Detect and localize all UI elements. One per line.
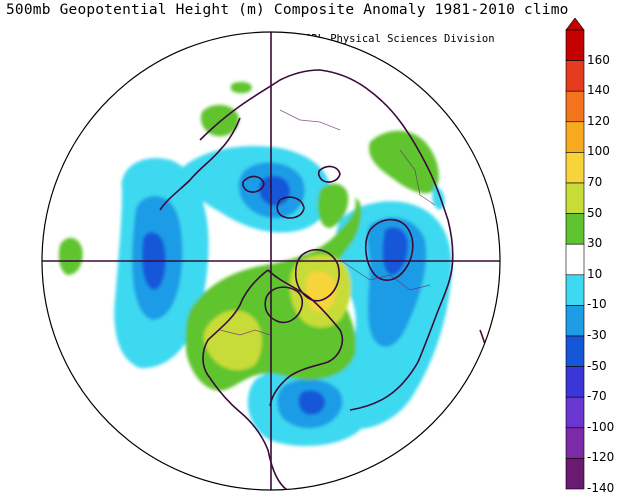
north-atlantic-blue-low xyxy=(247,364,372,446)
asia-coast xyxy=(199,69,449,221)
colorbar-swatch xyxy=(565,458,585,490)
colorbar-tick-label: 50 xyxy=(587,205,603,220)
colorbar-swatch xyxy=(565,305,585,337)
siberia-green-high xyxy=(317,130,445,228)
alaska-coast xyxy=(159,117,241,211)
north-america-coast xyxy=(202,269,344,490)
map-title: 500mb Geopotential Height (m) Composite … xyxy=(6,2,569,18)
colorbar-tick-label: 100 xyxy=(587,144,610,159)
colorbar-top-cap xyxy=(565,18,585,31)
polar-map xyxy=(41,31,501,491)
colorbar-swatch xyxy=(565,121,585,153)
colorbar-tick-label: -50 xyxy=(587,358,607,373)
colorbar-swatch xyxy=(565,60,585,92)
colorbar-swatch xyxy=(565,366,585,398)
scandinavia-blue-low xyxy=(331,201,452,429)
colorbar-swatch xyxy=(565,29,585,61)
alaska-blue-low xyxy=(114,158,209,369)
colorbar-tick-label: 160 xyxy=(587,52,610,67)
colorbar-tick-label: 30 xyxy=(587,236,603,251)
colorbar-tick-label: 140 xyxy=(587,83,610,98)
colorbar xyxy=(565,18,585,490)
colorbar-swatch xyxy=(565,274,585,306)
arctic-islands xyxy=(242,165,341,219)
colorbar-tick-label: 120 xyxy=(587,113,610,128)
colorbar-tick-label: -100 xyxy=(587,419,615,434)
colorbar-swatch xyxy=(565,427,585,459)
borders xyxy=(219,109,436,336)
anomaly-fields xyxy=(58,81,452,446)
greenland-coast xyxy=(294,249,340,302)
colorbar-swatch xyxy=(565,90,585,123)
colorbar-tick-label: 70 xyxy=(587,175,603,189)
colorbar-tick-label: -120 xyxy=(587,450,615,465)
colorbar-tick-label: -70 xyxy=(587,389,607,404)
colorbar-tick-label: -140 xyxy=(587,481,615,495)
scandinavia-coast xyxy=(364,218,414,281)
hudson-bay-green-high xyxy=(185,198,362,391)
colorbar-swatch xyxy=(565,243,585,276)
colorbar-swatch xyxy=(565,152,585,184)
europe-coast xyxy=(349,219,454,411)
colorbar-swatch xyxy=(565,182,585,214)
colorbar-tick-label: -10 xyxy=(587,297,607,312)
colorbar-tick-label: 10 xyxy=(587,266,603,281)
colorbar-swatch xyxy=(565,396,585,429)
pacific-green-high xyxy=(58,81,252,275)
colorbar-tick-label: -30 xyxy=(587,328,607,342)
hudson-bay-coast xyxy=(264,286,304,324)
map-border xyxy=(41,31,501,491)
colorbar-swatch xyxy=(565,213,585,245)
colorbar-swatch xyxy=(565,335,585,367)
